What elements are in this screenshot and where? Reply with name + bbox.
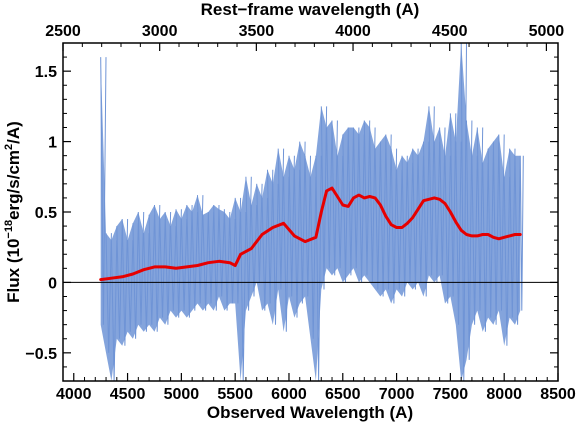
- x-tick-label: 8000: [486, 386, 522, 403]
- x-tick-label: 5500: [217, 386, 253, 403]
- y-tick-label: 1: [48, 135, 57, 152]
- y-axis-label: Flux (10−18erg/s/cm2/A): [3, 121, 23, 303]
- x-tick-label: 6000: [271, 386, 307, 403]
- x2-axis-label: Rest−frame wavelength (A): [201, 0, 420, 19]
- y-tick-label: 0: [48, 275, 57, 292]
- x2-tick-label: 2500: [45, 23, 81, 40]
- tick-labels: 4000 4500 5000 5500 6000 6500 7000 7500 8000 8500…: [25, 23, 575, 403]
- x-tick-label: 7000: [379, 386, 415, 403]
- x2-tick-label: 4500: [432, 23, 468, 40]
- x2-tick-label: 3500: [239, 23, 275, 40]
- x-tick-label: 4500: [110, 386, 146, 403]
- x-tick-label: 8500: [540, 386, 576, 403]
- x-tick-label: 4000: [56, 386, 92, 403]
- smoothed-spectrum-curve: [99, 186, 522, 282]
- raw-spectrum-band: [100, 43, 524, 381]
- x-tick-label: 5000: [164, 386, 200, 403]
- y-tick-label: 1.5: [35, 64, 57, 81]
- x-axis-label: Observed Wavelength (A): [207, 403, 413, 422]
- y-tick-label: −0.5: [25, 346, 57, 363]
- x-tick-label: 7500: [433, 386, 469, 403]
- y-tick-label: 0.5: [35, 205, 57, 222]
- raw-spectrum-trace: [100, 43, 524, 381]
- raw-spectrum-envelope: [100, 43, 521, 381]
- x2-tick-label: 5000: [529, 23, 565, 40]
- x2-tick-label: 3000: [142, 23, 178, 40]
- axis-ticks: [62, 42, 559, 382]
- x-tick-label: 6500: [325, 386, 361, 403]
- x2-tick-label: 4000: [335, 23, 371, 40]
- smoothed-spectrum-line: [99, 186, 522, 282]
